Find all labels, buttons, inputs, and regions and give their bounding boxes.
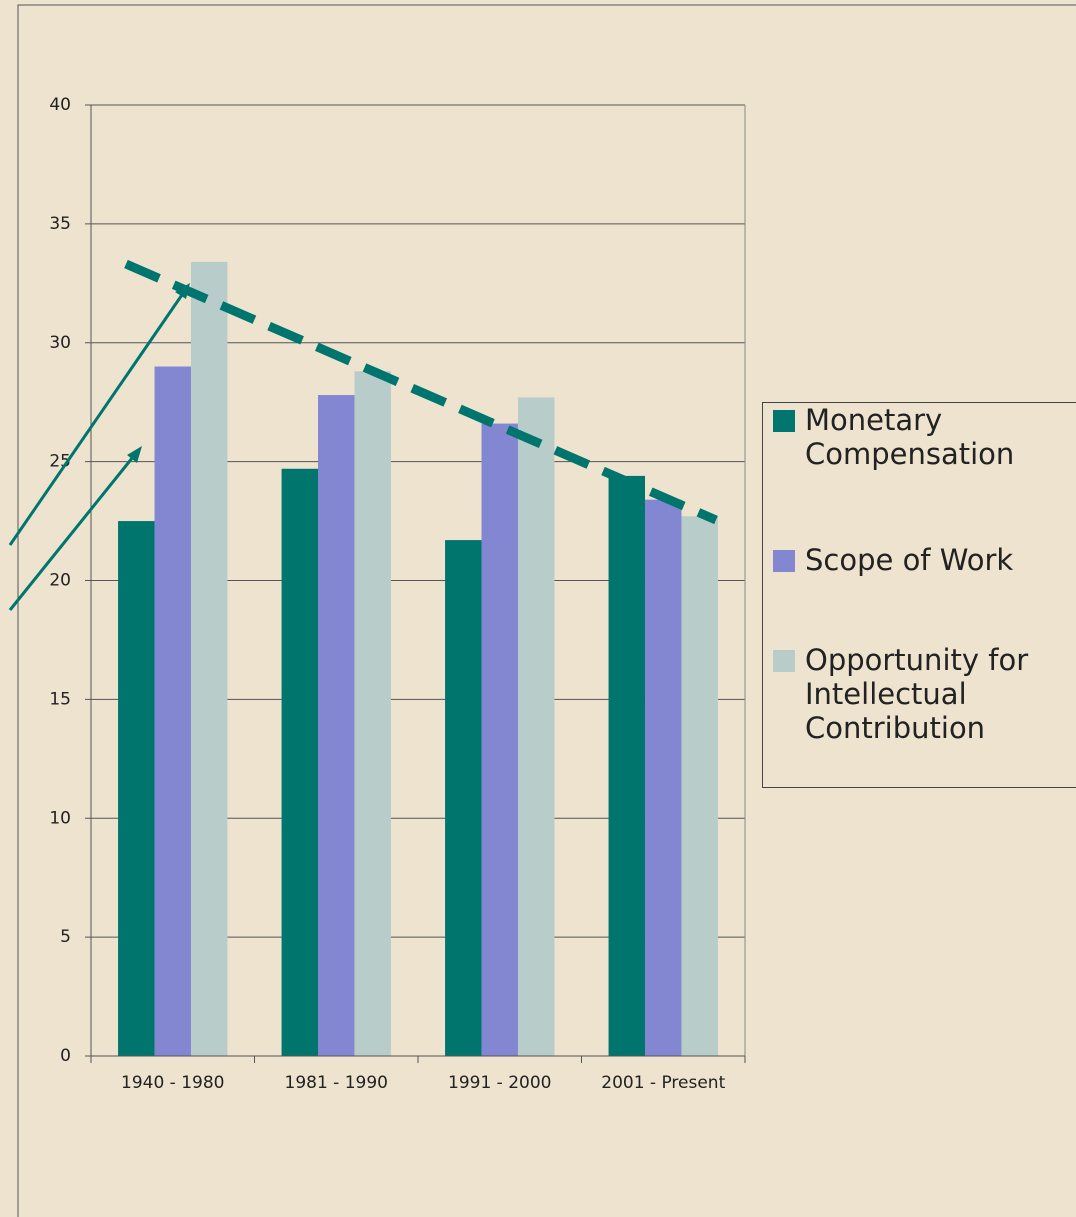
- bar: [681, 516, 718, 1056]
- y-tick-label: 15: [49, 689, 71, 709]
- legend-label: Scope of Work: [805, 543, 1014, 577]
- bar: [281, 468, 319, 1056]
- legend-label: Monetary Compensation: [805, 403, 1015, 471]
- bar: [608, 475, 646, 1056]
- y-tick-label: 5: [60, 927, 71, 947]
- frame: [17, 4, 1076, 1217]
- y-tick-label: 20: [49, 571, 71, 591]
- bar: [318, 395, 355, 1056]
- x-tick-label: 1981 - 1990: [284, 1073, 388, 1093]
- bar: [645, 499, 682, 1056]
- y-tick-label: 10: [49, 808, 71, 828]
- legend: Monetary Compensation Scope of Work Opport…: [762, 402, 1076, 788]
- y-tick-label: 0: [60, 1046, 71, 1066]
- x-tick-label: 1991 - 2000: [448, 1073, 552, 1093]
- bar: [517, 397, 555, 1056]
- trend-line: [124, 259, 718, 525]
- y-tick-label: 35: [49, 214, 71, 234]
- x-tick-label: 1940 - 1980: [121, 1073, 225, 1093]
- x-tick-label: 2001 - Present: [601, 1073, 726, 1093]
- bar: [354, 371, 391, 1056]
- legend-entry: Scope of Work: [773, 543, 1075, 577]
- legend-swatch: [773, 550, 795, 572]
- bar: [190, 261, 228, 1056]
- arrow-head: [127, 446, 142, 463]
- bar: [445, 540, 482, 1056]
- legend-entry: Monetary Compensation: [773, 403, 1075, 471]
- legend-swatch: [773, 410, 795, 432]
- arrow: [8, 288, 188, 546]
- bar: [154, 366, 191, 1056]
- legend-entry: Opportunity for Intellectual Contributio…: [773, 643, 1075, 745]
- bar: [481, 423, 518, 1057]
- bar: [118, 521, 155, 1056]
- y-tick-label: 40: [49, 95, 71, 115]
- legend-label: Opportunity for Intellectual Contributio…: [805, 643, 1029, 745]
- y-tick-label: 30: [49, 333, 71, 353]
- legend-swatch: [773, 650, 795, 672]
- arrow-head: [175, 283, 190, 299]
- arrow: [8, 451, 139, 611]
